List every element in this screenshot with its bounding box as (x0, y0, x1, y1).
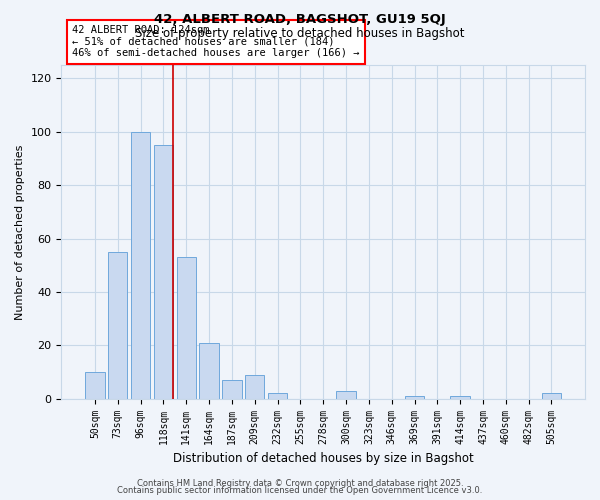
Bar (245, 374, 265, 398)
Text: Contains public sector information licensed under the Open Government Licence v3: Contains public sector information licen… (118, 486, 482, 495)
Bar (85, 372, 104, 398)
Bar (268, 394, 287, 398)
Bar (154, 145, 173, 399)
Bar (131, 132, 150, 398)
Bar (451, 396, 470, 398)
Text: 42 ALBERT ROAD: 124sqm
← 51% of detached houses are smaller (184)
46% of semi-de: 42 ALBERT ROAD: 124sqm ← 51% of detached… (72, 25, 359, 58)
Text: 42, ALBERT ROAD, BAGSHOT, GU19 5QJ: 42, ALBERT ROAD, BAGSHOT, GU19 5QJ (154, 12, 446, 26)
Bar (176, 257, 196, 398)
Bar (199, 342, 219, 398)
Y-axis label: Number of detached properties: Number of detached properties (15, 144, 25, 320)
Text: Size of property relative to detached houses in Bagshot: Size of property relative to detached ho… (135, 28, 465, 40)
Text: Contains HM Land Registry data © Crown copyright and database right 2025.: Contains HM Land Registry data © Crown c… (137, 478, 463, 488)
X-axis label: Distribution of detached houses by size in Bagshot: Distribution of detached houses by size … (173, 452, 473, 465)
Bar (542, 394, 561, 398)
Bar (405, 396, 424, 398)
Bar (108, 252, 127, 398)
Bar (222, 380, 242, 398)
Bar (337, 390, 356, 398)
